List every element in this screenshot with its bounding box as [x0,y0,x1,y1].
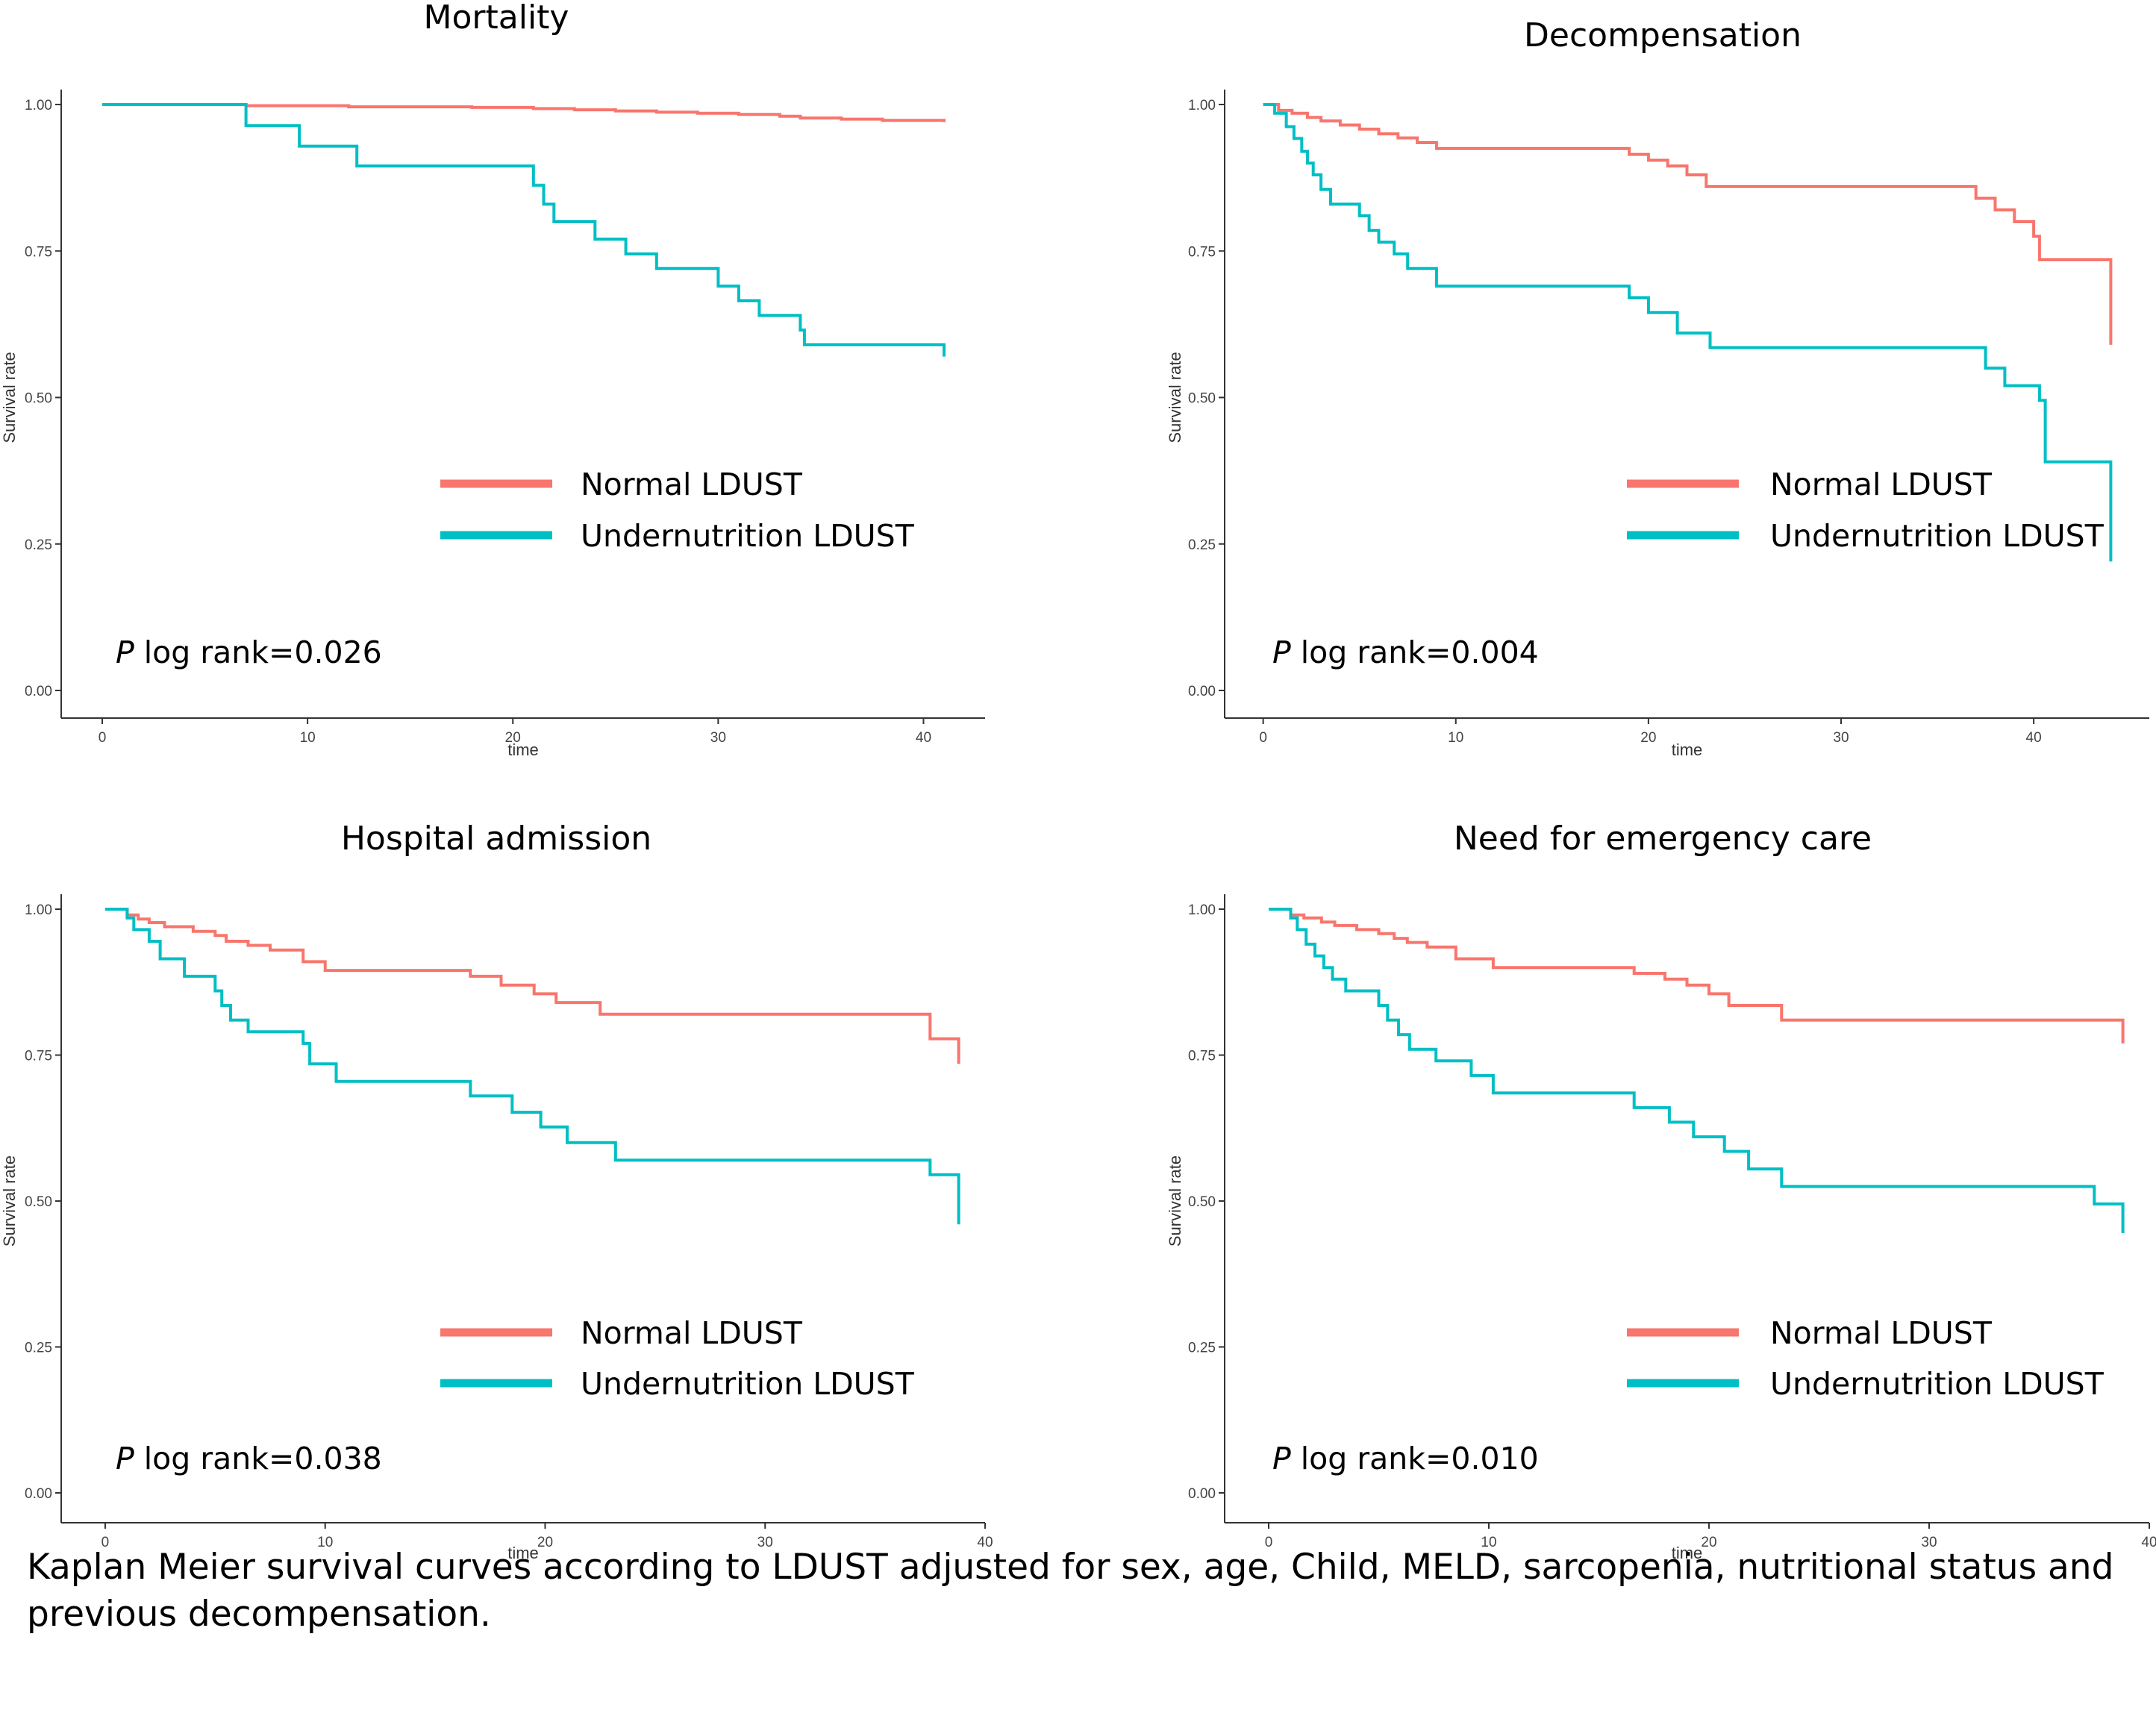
x-axis-label: time [507,1544,539,1562]
p-symbol: P [116,1441,134,1476]
x-tick-label: 20 [505,730,521,746]
y-tick-label: 1.00 [25,98,52,113]
y-tick-label: 0.50 [1188,1194,1216,1210]
x-tick-label: 20 [1640,730,1656,746]
p-value-text: log rank=0.010 [1291,1441,1539,1476]
x-axis-label: time [1672,740,1703,759]
legend-label: Normal LDUST [581,1315,803,1351]
legend: Normal LDUST Undernutrition LDUST [440,1315,915,1402]
x-tick-label: 0 [1259,730,1267,746]
y-tick-label: 1.00 [25,902,52,918]
y-tick-label: 0.75 [25,244,52,260]
undernutrition-ldust-curve [1263,103,2113,562]
x-tick-label: 30 [757,1535,773,1550]
legend-label: Undernutrition LDUST [581,1366,915,1402]
x-axis-label: time [1672,1544,1703,1562]
x-tick-label: 40 [2026,730,2042,746]
legend-label: Normal LDUST [1770,1315,1993,1351]
x-tick-label: 30 [710,730,726,746]
y-tick-label: 0.50 [25,1194,52,1210]
x-tick-label: 10 [300,730,316,746]
y-tick-label: 0.00 [1188,1486,1216,1502]
p-log-rank-annotation: P log rank=0.038 [116,1441,382,1476]
x-tick-label: 0 [1265,1535,1273,1550]
normal-ldust-curve [105,908,960,1064]
y-tick-label: 0.25 [1188,537,1216,553]
y-tick-label: 0.50 [25,391,52,407]
panel-title: Need for emergency care [1454,820,1872,858]
x-tick-label: 40 [2141,1535,2156,1550]
legend: Normal LDUST Undernutrition LDUST [440,467,915,554]
km-panel-4: Need for emergency care 0.00 0.25 0.50 0.75 1… [1166,820,2156,1562]
y-axis-label: Survival rate [1166,1155,1184,1247]
km-panel-2: Decompensation 0.00 0.25 0.50 0.75 1.00 0 10 20 3… [1166,16,2149,759]
p-symbol: P [1272,634,1291,670]
legend-label: Undernutrition LDUST [1770,1366,2105,1402]
p-symbol: P [116,634,134,670]
x-axis-label: time [507,740,539,759]
y-tick-label: 0.00 [25,684,52,699]
x-tick-label: 30 [1921,1535,1937,1550]
p-log-rank-annotation: P log rank=0.026 [116,634,382,670]
normal-ldust-curve [1263,103,2113,345]
y-tick-label: 0.25 [1188,1341,1216,1356]
y-tick-label: 0.50 [1188,391,1216,407]
p-value-text: log rank=0.038 [134,1441,382,1476]
x-tick-label: 10 [1448,730,1463,746]
x-tick-label: 40 [977,1535,993,1550]
x-tick-label: 10 [317,1535,333,1550]
y-tick-label: 0.25 [25,537,52,553]
undernutrition-ldust-curve [105,908,960,1225]
km-panel-1: Mortality 0.00 0.25 0.50 0.75 1.00 0 10 20 30 40 ti… [0,0,985,759]
legend-label: Normal LDUST [1770,467,1993,502]
p-log-rank-annotation: P log rank=0.004 [1272,634,1539,670]
legend: Normal LDUST Undernutrition LDUST [1627,1315,2105,1402]
normal-ldust-curve [102,103,946,122]
y-tick-label: 1.00 [1188,902,1216,918]
y-tick-label: 0.75 [25,1049,52,1064]
y-axis-label: Survival rate [0,352,19,443]
figure-caption: Kaplan Meier survival curves according t… [27,1547,2114,1635]
undernutrition-ldust-curve [102,103,946,357]
legend-label: Undernutrition LDUST [1770,518,2105,554]
x-tick-label: 0 [101,1535,110,1550]
panel-title: Hospital admission [341,820,652,858]
undernutrition-ldust-curve [1269,908,2125,1233]
x-tick-label: 0 [99,730,107,746]
x-tick-label: 40 [916,730,931,746]
y-axis-label: Survival rate [1166,352,1184,443]
y-tick-label: 0.00 [25,1486,52,1502]
x-tick-label: 30 [1833,730,1849,746]
p-value-text: log rank=0.026 [134,634,382,670]
y-tick-label: 0.00 [1188,684,1216,699]
x-tick-label: 10 [1481,1535,1496,1550]
y-tick-label: 0.75 [1188,1049,1216,1064]
legend-label: Undernutrition LDUST [581,518,915,554]
legend-label: Normal LDUST [581,467,803,502]
panel-title: Decompensation [1524,16,1802,54]
panel-title: Mortality [424,0,569,37]
x-tick-label: 20 [1701,1535,1716,1550]
y-tick-label: 0.25 [25,1341,52,1356]
y-axis-label: Survival rate [0,1155,19,1247]
p-value-text: log rank=0.004 [1291,634,1539,670]
y-tick-label: 0.75 [1188,244,1216,260]
p-log-rank-annotation: P log rank=0.010 [1272,1441,1539,1476]
legend: Normal LDUST Undernutrition LDUST [1627,467,2105,554]
p-symbol: P [1272,1441,1291,1476]
x-tick-label: 20 [537,1535,553,1550]
normal-ldust-curve [1269,908,2125,1044]
y-tick-label: 1.00 [1188,98,1216,113]
km-panel-3: Hospital admission 0.00 0.25 0.50 0.75 1.00 0 1… [0,820,993,1562]
